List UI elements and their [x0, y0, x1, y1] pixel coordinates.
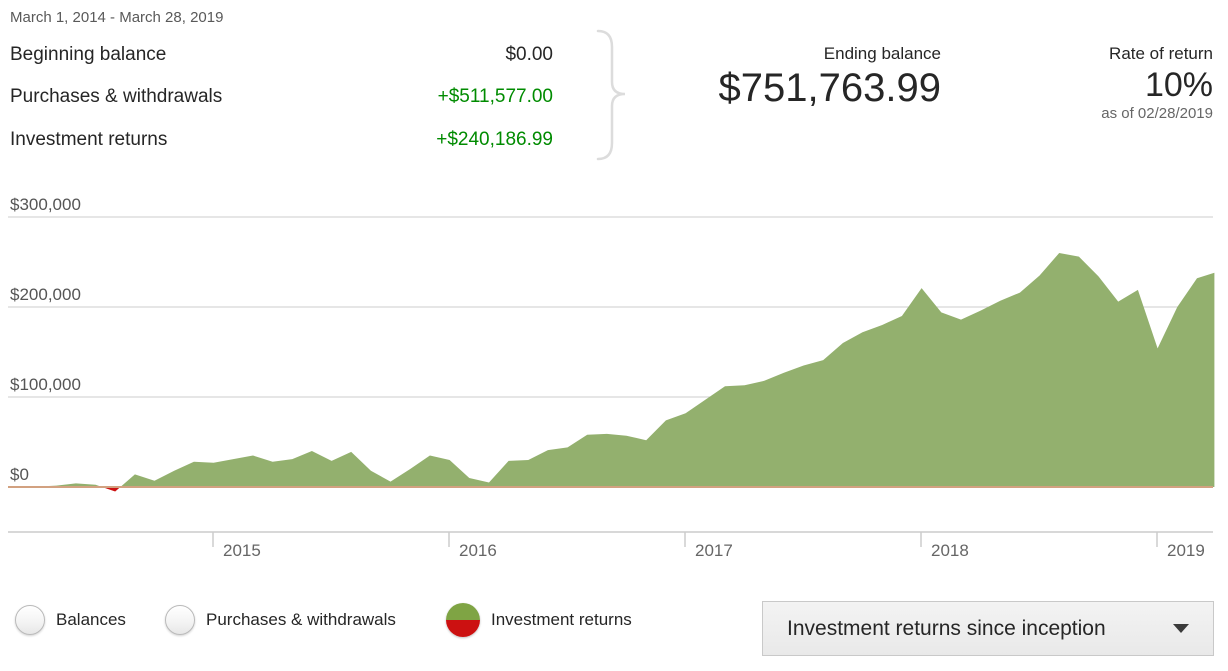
summary-row-investment-returns: Investment returns +$240,186.99 — [10, 129, 553, 151]
row-label: Purchases & withdrawals — [10, 86, 223, 107]
svg-text:2018: 2018 — [931, 541, 969, 560]
row-label: Investment returns — [10, 129, 168, 150]
summary-brace-icon — [596, 29, 626, 161]
rate-of-return-label: Rate of return — [1109, 44, 1213, 63]
rate-of-return-block: Rate of return 10% as of 02/28/2019 — [1101, 44, 1213, 122]
row-value: $0.00 — [505, 44, 553, 65]
radio-unselected-icon[interactable] — [15, 605, 45, 635]
ending-balance-block: Ending balance $751,763.99 — [719, 44, 941, 108]
svg-text:2015: 2015 — [223, 541, 261, 560]
dropdown-selected-value: Investment returns since inception — [787, 616, 1106, 640]
row-value: +$240,186.99 — [436, 129, 553, 150]
row-value: +$511,577.00 — [437, 86, 553, 107]
legend-option-investment-returns[interactable]: Investment returns — [446, 603, 632, 637]
ending-balance-value: $751,763.99 — [718, 66, 941, 110]
summary-row-purchases-withdrawals: Purchases & withdrawals +$511,577.00 — [10, 86, 553, 108]
svg-text:2017: 2017 — [695, 541, 733, 560]
ending-balance-label: Ending balance — [823, 44, 941, 63]
x-axis: 2015 2016 2017 2018 2019 — [8, 531, 1213, 560]
investment-returns-area-chart: $0 $100,000 $200,000 $300,000 2015 2016 2017 20… — [0, 190, 1228, 570]
row-label: Beginning balance — [10, 44, 167, 65]
rate-of-return-value: 10% — [1144, 66, 1213, 104]
rate-as-of-date: as of 02/28/2019 — [1101, 105, 1213, 122]
date-range: March 1, 2014 - March 28, 2019 — [10, 9, 224, 26]
svg-text:$100,000: $100,000 — [10, 375, 81, 394]
svg-text:$200,000: $200,000 — [10, 285, 81, 304]
legend-label: Investment returns — [491, 610, 632, 629]
svg-text:$300,000: $300,000 — [10, 195, 81, 214]
area-positive — [17, 253, 1215, 487]
legend-option-purchases-withdrawals[interactable]: Purchases & withdrawals — [165, 605, 396, 635]
legend-label: Balances — [56, 610, 126, 629]
timeframe-dropdown[interactable]: Investment returns since inception — [762, 601, 1214, 656]
radio-selected-split-icon[interactable] — [446, 603, 480, 637]
radio-unselected-icon[interactable] — [165, 605, 195, 635]
svg-text:$0: $0 — [10, 465, 29, 484]
legend-option-balances[interactable]: Balances — [15, 605, 126, 635]
svg-text:2016: 2016 — [459, 541, 497, 560]
summary-row-beginning-balance: Beginning balance $0.00 — [10, 44, 553, 66]
legend-label: Purchases & withdrawals — [206, 610, 396, 629]
svg-text:2019: 2019 — [1167, 541, 1205, 560]
dropdown-caret-icon — [1173, 624, 1189, 633]
